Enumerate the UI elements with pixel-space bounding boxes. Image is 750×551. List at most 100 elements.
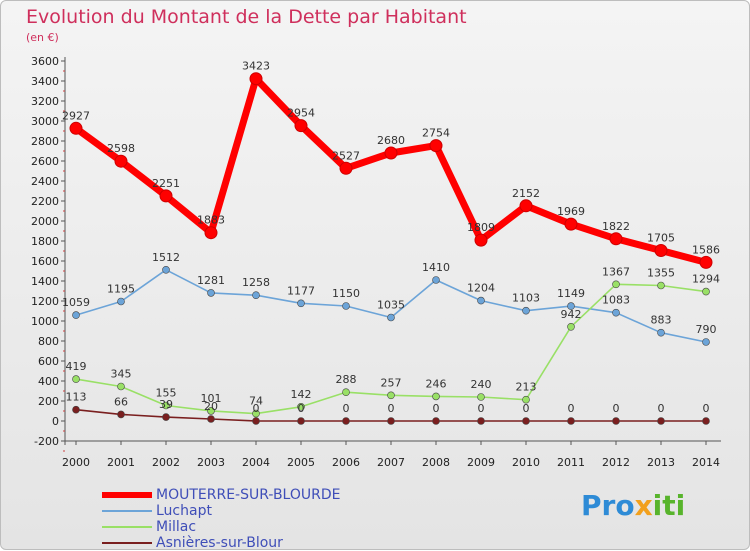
data-point — [429, 139, 443, 153]
data-label: 1103 — [512, 292, 540, 305]
data-label: 213 — [516, 381, 537, 394]
data-label: 2251 — [152, 177, 180, 190]
data-point — [612, 417, 620, 425]
x-tick-label: 2012 — [602, 456, 630, 469]
x-tick-label: 2002 — [152, 456, 180, 469]
data-point — [342, 388, 350, 397]
data-point — [387, 391, 395, 400]
data-label: 1204 — [467, 282, 495, 295]
y-tick-label: 2000 — [31, 215, 59, 228]
data-point — [249, 72, 263, 86]
y-tick-label: 2600 — [31, 155, 59, 168]
y-tick-label: 3200 — [31, 95, 59, 108]
data-label: 0 — [613, 402, 620, 415]
data-label: 1883 — [197, 214, 225, 227]
data-label: 1083 — [602, 294, 630, 307]
y-tick-label: 1600 — [31, 255, 59, 268]
data-point — [162, 265, 170, 274]
legend-swatch — [102, 510, 152, 512]
legend-swatch — [102, 492, 152, 498]
data-label: 1281 — [197, 274, 225, 287]
data-label: 0 — [703, 402, 710, 415]
data-point — [114, 154, 128, 168]
x-tick-label: 2000 — [62, 456, 90, 469]
data-point — [72, 375, 80, 383]
data-label: 0 — [433, 402, 440, 415]
x-tick-label: 2013 — [647, 456, 675, 469]
data-label: 257 — [381, 376, 402, 389]
data-point — [72, 311, 80, 319]
x-tick-label: 2001 — [107, 456, 135, 469]
chart-title: Evolution du Montant de la Dette par Hab… — [26, 6, 467, 28]
data-point — [159, 189, 173, 203]
legend-swatch — [102, 526, 152, 528]
data-label: 20 — [204, 400, 218, 413]
data-point — [702, 417, 710, 425]
chart-subtitle: (en €) — [26, 31, 59, 44]
data-point — [567, 302, 575, 310]
data-point — [612, 308, 620, 317]
data-label: 1512 — [152, 251, 180, 264]
data-label: 2152 — [512, 187, 540, 200]
data-point — [474, 233, 488, 247]
data-point — [432, 276, 440, 284]
data-label: 2954 — [287, 107, 315, 120]
y-tick-label: 1800 — [31, 235, 59, 248]
y-tick-label: 600 — [38, 355, 59, 368]
data-point — [297, 417, 305, 425]
data-point — [252, 291, 260, 300]
data-point — [477, 296, 485, 305]
data-point — [342, 417, 350, 425]
data-label: 2680 — [377, 134, 405, 147]
legend-label: Luchapt — [156, 503, 212, 519]
data-label: 1367 — [602, 265, 630, 278]
data-label: 1149 — [557, 287, 585, 300]
proxiti-logo: Proxiti — [581, 489, 686, 522]
data-label: 0 — [478, 402, 485, 415]
y-tick-label: -200 — [34, 435, 59, 448]
y-tick-label: 400 — [38, 375, 59, 388]
data-label: 1586 — [692, 243, 720, 256]
data-point — [702, 287, 710, 296]
data-point — [654, 244, 668, 257]
data-label: 3423 — [242, 60, 270, 73]
data-point — [564, 217, 578, 231]
data-label: 101 — [201, 392, 222, 405]
data-label: 0 — [343, 402, 350, 415]
data-point — [339, 161, 353, 175]
data-label: 942 — [561, 308, 582, 321]
data-label: 246 — [426, 377, 447, 390]
data-point — [162, 401, 170, 410]
data-label: 0 — [298, 402, 305, 415]
data-label: 74 — [249, 395, 263, 408]
y-tick-label: 2800 — [31, 135, 59, 148]
data-point — [477, 417, 485, 425]
x-tick-label: 2010 — [512, 456, 540, 469]
data-label: 1705 — [647, 232, 675, 245]
data-label: 2527 — [332, 149, 360, 162]
data-label: 790 — [696, 323, 717, 336]
x-tick-label: 2005 — [287, 456, 315, 469]
y-tick-label: 1400 — [31, 275, 59, 288]
y-tick-label: 2400 — [31, 175, 59, 188]
data-point — [432, 392, 440, 401]
y-tick-label: 3000 — [31, 115, 59, 128]
data-point — [162, 413, 170, 421]
data-label: 1969 — [557, 205, 585, 218]
data-label: 1355 — [647, 267, 675, 280]
data-point — [297, 402, 305, 411]
legend-label: MOUTERRE-SUR-BLOURDE — [156, 487, 341, 503]
y-tick-label: 1000 — [31, 315, 59, 328]
data-label: 155 — [156, 387, 177, 400]
data-point — [384, 146, 398, 160]
data-label: 113 — [66, 391, 87, 404]
y-tick-label: 2200 — [31, 195, 59, 208]
data-label: 0 — [523, 402, 530, 415]
data-point — [702, 338, 710, 346]
data-point — [387, 417, 395, 425]
data-point — [204, 226, 218, 240]
data-label: 1035 — [377, 299, 405, 312]
data-label: 883 — [651, 314, 672, 327]
data-point — [522, 306, 530, 315]
